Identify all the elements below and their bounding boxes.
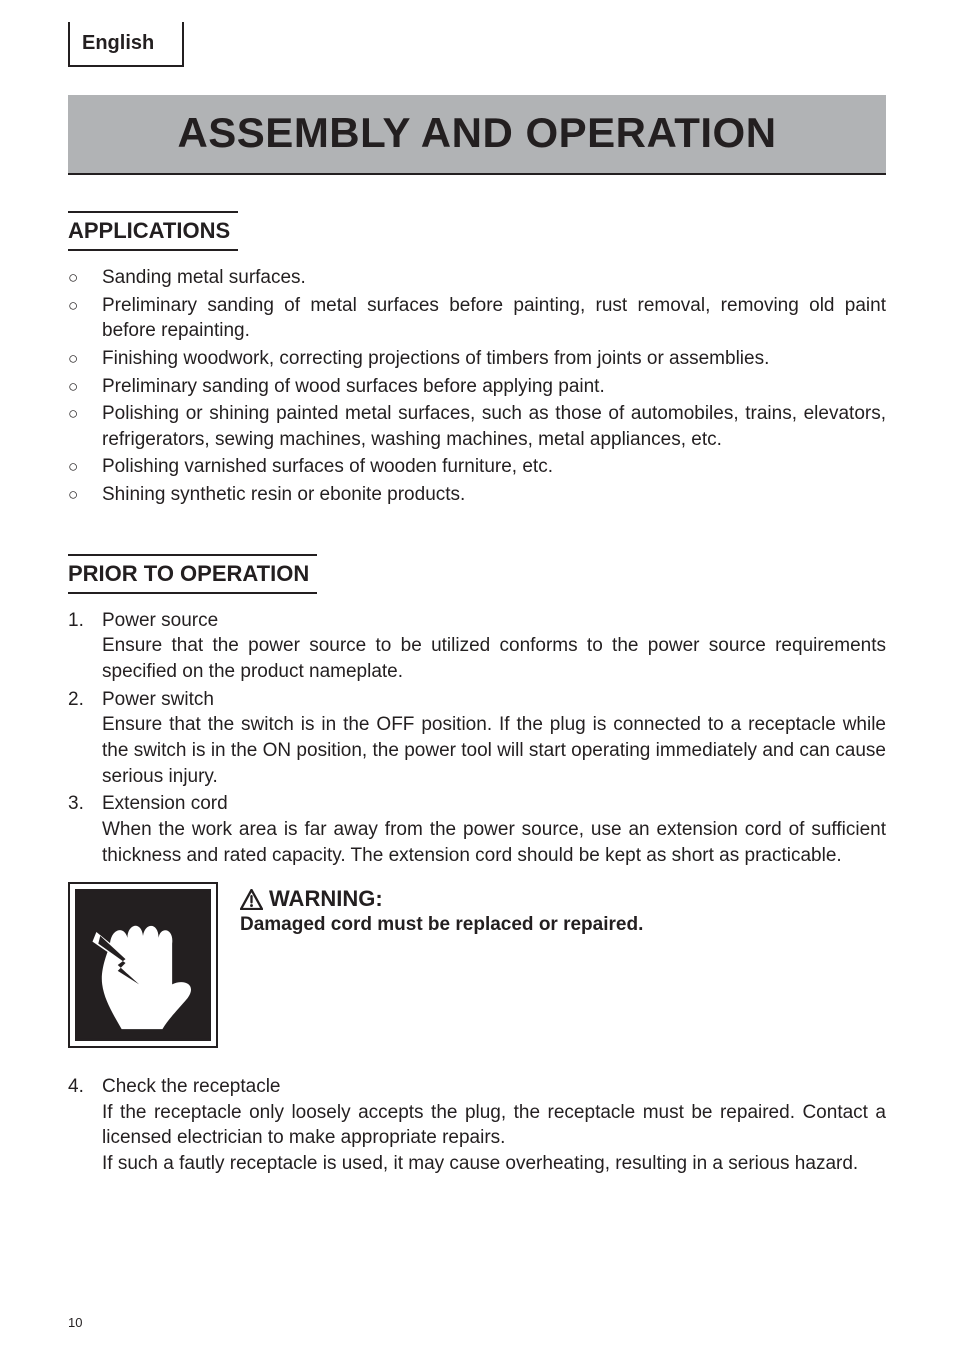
bullet-marker: ○	[68, 293, 102, 319]
bullet-marker: ○	[68, 346, 102, 372]
list-item-text: If such a fautly receptacle is used, it …	[102, 1151, 886, 1177]
list-item: ○Sanding metal surfaces.	[68, 265, 886, 291]
language-label: English	[82, 32, 154, 54]
manual-page: English ASSEMBLY AND OPERATION APPLICATI…	[0, 0, 954, 1352]
bullet-marker: ○	[68, 454, 102, 480]
list-item-text: Preliminary sanding of metal surfaces be…	[102, 293, 886, 344]
list-item: ○Preliminary sanding of metal surfaces b…	[68, 293, 886, 344]
numbered-list: 4.Check the receptacleIf the receptacle …	[68, 1074, 886, 1177]
bullet-marker: ○	[68, 374, 102, 400]
list-item: ○Shining synthetic resin or ebonite prod…	[68, 482, 886, 508]
list-number: 1.	[68, 608, 102, 634]
bullet-marker: ○	[68, 265, 102, 291]
list-item-text: Finishing woodwork, correcting projectio…	[102, 346, 886, 372]
list-item: ○Finishing woodwork, correcting projecti…	[68, 346, 886, 372]
electric-shock-hand-icon	[75, 889, 211, 1041]
list-item-body: Power sourceEnsure that the power source…	[102, 608, 886, 685]
bullet-marker: ○	[68, 401, 102, 427]
list-item-title: Extension cord	[102, 791, 886, 817]
page-number: 10	[68, 1315, 82, 1330]
list-number: 4.	[68, 1074, 102, 1100]
list-item-title: Power switch	[102, 687, 886, 713]
list-item: 4.Check the receptacleIf the receptacle …	[68, 1074, 886, 1177]
list-item: 3.Extension cordWhen the work area is fa…	[68, 791, 886, 868]
list-item-text: When the work area is far away from the …	[102, 817, 886, 868]
list-item-title: Power source	[102, 608, 886, 634]
warning-block: WARNING: Damaged cord must be replaced o…	[68, 882, 886, 1048]
section-heading: APPLICATIONS	[68, 211, 238, 251]
warning-caption: WARNING: Damaged cord must be replaced o…	[240, 882, 643, 936]
list-item-text: Polishing or shining painted metal surfa…	[102, 401, 886, 452]
numbered-list: 1.Power sourceEnsure that the power sour…	[68, 608, 886, 868]
list-item-text: Ensure that the power source to be utili…	[102, 633, 886, 684]
list-item-text: Polishing varnished surfaces of wooden f…	[102, 454, 886, 480]
applications-list: ○Sanding metal surfaces.○Preliminary san…	[68, 265, 886, 508]
list-item-body: Extension cordWhen the work area is far …	[102, 791, 886, 868]
list-item: ○Preliminary sanding of wood surfaces be…	[68, 374, 886, 400]
list-item-text: If the receptacle only loosely accepts t…	[102, 1100, 886, 1151]
warning-icon-frame	[68, 882, 218, 1048]
section-heading: PRIOR TO OPERATION	[68, 554, 317, 594]
warning-heading: WARNING:	[240, 886, 643, 912]
list-item-text: Shining synthetic resin or ebonite produ…	[102, 482, 886, 508]
list-item-text: Ensure that the switch is in the OFF pos…	[102, 712, 886, 789]
list-item: ○Polishing or shining painted metal surf…	[68, 401, 886, 452]
list-item-text: Preliminary sanding of wood surfaces bef…	[102, 374, 886, 400]
list-number: 3.	[68, 791, 102, 817]
list-item: ○Polishing varnished surfaces of wooden …	[68, 454, 886, 480]
list-item-text: Sanding metal surfaces.	[102, 265, 886, 291]
list-item-title: Check the receptacle	[102, 1074, 886, 1100]
title-text: ASSEMBLY AND OPERATION	[177, 109, 776, 156]
list-item-body: Power switchEnsure that the switch is in…	[102, 687, 886, 790]
title-banner: ASSEMBLY AND OPERATION	[68, 95, 886, 175]
list-item: 1.Power sourceEnsure that the power sour…	[68, 608, 886, 685]
list-item-body: Check the receptacleIf the receptacle on…	[102, 1074, 886, 1177]
warning-triangle-icon	[240, 889, 263, 910]
applications-section: APPLICATIONS ○Sanding metal surfaces.○Pr…	[68, 211, 886, 508]
warning-label: WARNING:	[269, 886, 383, 912]
list-item: 2.Power switchEnsure that the switch is …	[68, 687, 886, 790]
language-tab: English	[68, 22, 184, 67]
list-number: 2.	[68, 687, 102, 713]
bullet-marker: ○	[68, 482, 102, 508]
prior-to-operation-section: PRIOR TO OPERATION 1.Power sourceEnsure …	[68, 554, 886, 1177]
warning-text: Damaged cord must be replaced or repaire…	[240, 914, 643, 936]
